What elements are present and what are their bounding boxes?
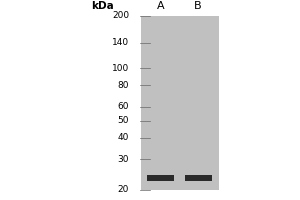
Text: 80: 80 <box>118 81 129 90</box>
Bar <box>184 175 212 181</box>
Text: 30: 30 <box>118 155 129 164</box>
Text: kDa: kDa <box>91 1 114 11</box>
Text: 60: 60 <box>118 102 129 111</box>
Text: 40: 40 <box>118 133 129 142</box>
Text: 20: 20 <box>118 186 129 194</box>
Bar <box>147 175 174 181</box>
Text: 50: 50 <box>118 116 129 125</box>
Text: 100: 100 <box>112 64 129 73</box>
Text: 200: 200 <box>112 11 129 21</box>
Text: A: A <box>157 1 164 11</box>
Text: 140: 140 <box>112 38 129 47</box>
Text: B: B <box>194 1 202 11</box>
Bar <box>141 16 219 190</box>
